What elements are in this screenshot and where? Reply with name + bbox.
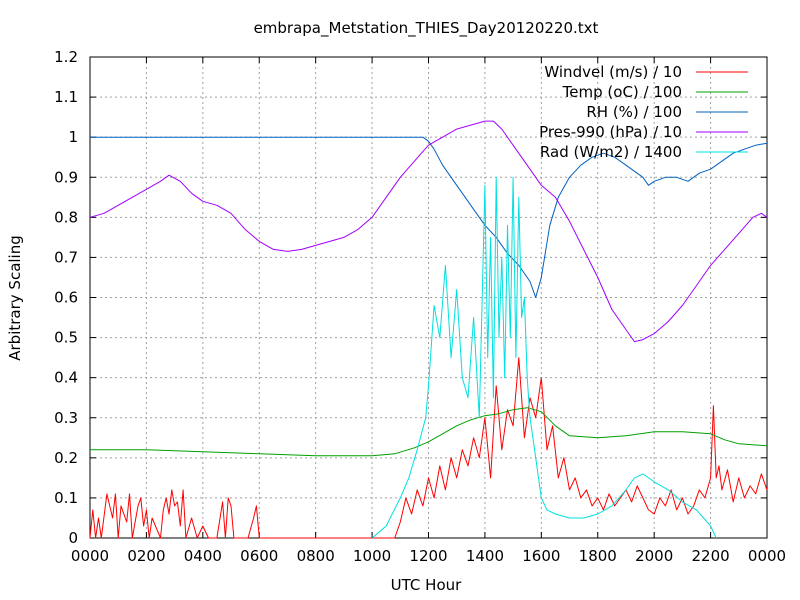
y-tick-label: 1.1 — [54, 88, 78, 106]
x-tick-label: 0200 — [127, 547, 165, 565]
x-axis-label: UTC Hour — [391, 576, 462, 594]
x-tick-label: 2000 — [635, 547, 673, 565]
x-tick-label: 1800 — [579, 547, 617, 565]
y-tick-label: 0.5 — [54, 329, 78, 347]
x-tick-label: 0800 — [297, 547, 335, 565]
y-tick-label: 1.2 — [54, 48, 78, 66]
x-tick-label: 0000 — [71, 547, 109, 565]
y-tick-label: 0.9 — [54, 168, 78, 186]
legend-label: Windvel (m/s) / 10 — [544, 63, 682, 81]
legend-label: Temp (oC) / 100 — [562, 83, 682, 101]
y-tick-label: 0.7 — [54, 248, 78, 266]
x-tick-label: 1200 — [409, 547, 447, 565]
y-tick-label: 0.3 — [54, 409, 78, 427]
y-tick-label: 0.4 — [54, 369, 78, 387]
x-tick-label: 1000 — [353, 547, 391, 565]
y-axis-label: Arbitrary Scaling — [6, 235, 24, 361]
legend-label: Pres-990 (hPa) / 10 — [539, 123, 682, 141]
legend-label: RH (%) / 100 — [586, 103, 682, 121]
y-tick-label: 0 — [68, 529, 78, 547]
series-line-1 — [89, 357, 768, 539]
plot-frame — [89, 56, 768, 539]
x-tick-label: 2200 — [691, 547, 729, 565]
y-tick-label: 0.2 — [54, 449, 78, 467]
series-line-3 — [90, 136, 768, 298]
x-tick-label: 1400 — [466, 547, 504, 565]
y-tick-label: 0.8 — [54, 208, 78, 226]
legend-label: Rad (W/m2) / 1400 — [540, 143, 682, 161]
series-line-2 — [90, 407, 768, 457]
legend: Windvel (m/s) / 10 Temp (oC) / 100 RH (%) … — [539, 63, 748, 161]
x-tick-label: 0600 — [240, 547, 278, 565]
series-line-5 — [371, 176, 717, 539]
series-line-4 — [89, 120, 768, 343]
x-tick-label: 1600 — [522, 547, 560, 565]
y-tick-label: 0.1 — [54, 489, 78, 507]
axes: 0 0.1 0.2 0.3 0.4 0.5 0.6 0.7 0.8 0.9 1 1.1 1.2 0000 0… — [54, 48, 786, 565]
y-tick-label: 1 — [68, 128, 78, 146]
x-tick-label: 0000 — [748, 547, 786, 565]
series-group — [89, 120, 768, 539]
y-tick-label: 0.6 — [54, 289, 78, 307]
chart-title: embrapa_Metstation_THIES_Day20120220.txt — [254, 19, 599, 38]
x-tick-label: 0400 — [184, 547, 222, 565]
